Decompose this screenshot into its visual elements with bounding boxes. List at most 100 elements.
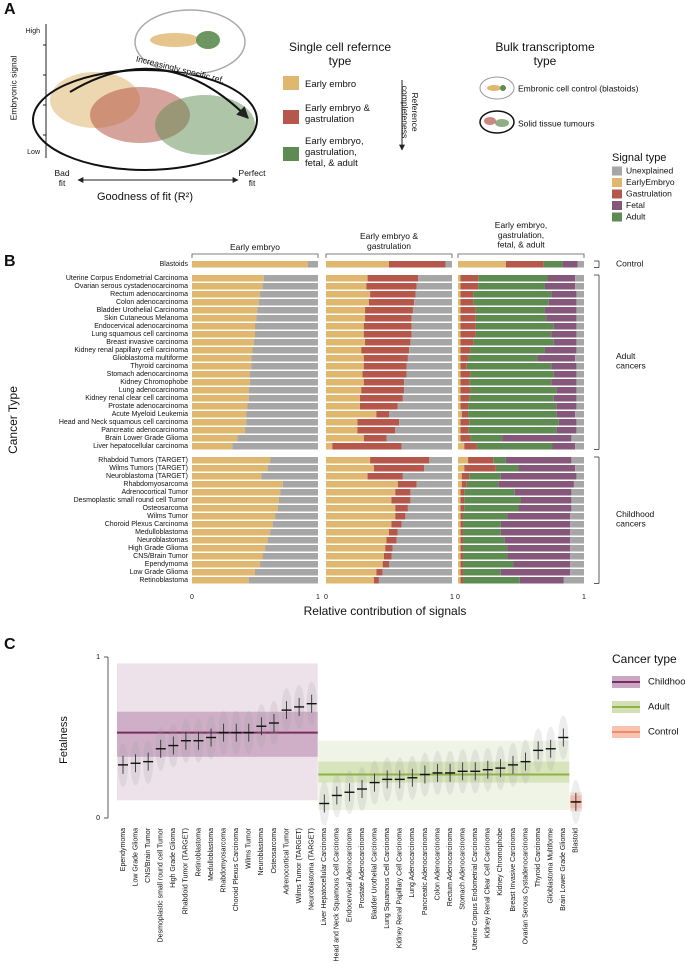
bar-segment [192, 363, 252, 370]
bar-segment [402, 395, 452, 402]
bar-segment [575, 355, 584, 362]
bar-segment [546, 315, 577, 322]
bar-segment [469, 395, 554, 402]
bar-segment [257, 307, 318, 314]
bar-segment [458, 577, 461, 584]
bar-segment [326, 323, 364, 330]
bar-segment [192, 545, 266, 552]
category-label: Ovarian serous cystadenocarcinoma [74, 283, 188, 290]
bar-segment [192, 497, 279, 504]
blastoid-ellipse [134, 9, 246, 75]
bar-segment [396, 537, 452, 544]
bar-segment [556, 387, 577, 394]
category-label: Rhabdomyosarcoma [123, 481, 188, 488]
category-label: Glioblastoma Multiforme [548, 828, 555, 904]
bar-segment [464, 465, 496, 472]
bar-segment [326, 435, 364, 442]
bar-segment [192, 505, 278, 512]
bar-segment [576, 473, 584, 480]
bar-segment [458, 561, 461, 568]
bar-segment [326, 379, 364, 386]
category-label: Breast Invasive Carcinoma [510, 828, 517, 912]
bar-segment [470, 387, 557, 394]
bar-segment [326, 363, 364, 370]
bar-segment [326, 291, 371, 298]
bar-segment [469, 379, 552, 386]
bar-segment [192, 569, 255, 576]
category-label: Skin Cutaneous Melanoma [104, 315, 188, 322]
bar-segment [571, 497, 584, 504]
bar-segment [410, 497, 452, 504]
bar-segment [576, 387, 584, 394]
bar-segment [267, 537, 318, 544]
bar-segment [461, 411, 469, 418]
panel-a: A Embryonic signal High Low Increasingly… [4, 1, 595, 203]
legend-label: Fetal [626, 200, 645, 210]
bar-segment [460, 283, 479, 290]
bar-segment [326, 419, 358, 426]
bar-segment [463, 569, 501, 576]
bar-segment [326, 315, 366, 322]
category-label: Neuroblastomas [137, 537, 188, 544]
bar-segment [192, 339, 254, 346]
bar-segment [382, 561, 389, 568]
legend-swatch [612, 178, 622, 187]
bar-segment [373, 465, 425, 472]
bar-segment [416, 283, 452, 290]
category-label: Neuroblastoma (TARGET) [106, 473, 188, 480]
bar-segment [326, 569, 377, 576]
category-label: Choroid Plexus Carcinoma [105, 521, 188, 528]
bar-segment [392, 545, 452, 552]
bar-segment [576, 363, 584, 370]
bar-segment [246, 419, 318, 426]
bar-segment [326, 411, 377, 418]
bulk-label: Embronic cell control (blastoids) [518, 83, 639, 93]
bar-segment [463, 513, 508, 520]
bar-segment [505, 457, 572, 464]
legend-label: Unexplained [626, 165, 674, 175]
panel-bracket [191, 253, 319, 258]
bar-segment [192, 379, 250, 386]
bar-segment [192, 283, 263, 290]
bar-segment [460, 323, 476, 330]
bar-segment [570, 521, 584, 528]
bar-segment [576, 299, 584, 306]
bar-segment [424, 465, 452, 472]
legend-swatch [612, 189, 622, 199]
bar-segment [458, 275, 461, 282]
bar-segment [575, 275, 584, 282]
bar-segment [553, 395, 577, 402]
bar-segment [382, 569, 452, 576]
bar-segment [463, 553, 508, 560]
bar-segment [551, 291, 577, 298]
y-tick-label: 0 [96, 815, 100, 822]
bar-segment [556, 403, 577, 410]
bar-segment [576, 291, 584, 298]
bar-segment [460, 537, 464, 544]
bar-segment [326, 473, 368, 480]
bar-segment [360, 403, 398, 410]
bar-segment [576, 371, 584, 378]
bar-segment [326, 347, 362, 354]
bar-segment [251, 355, 318, 362]
bar-segment [326, 577, 374, 584]
bar-segment [253, 339, 318, 346]
bar-segment [192, 489, 281, 496]
legend-swatch [612, 201, 622, 210]
bar-segment [376, 411, 389, 418]
y-axis-label: Cancer Type [6, 386, 20, 454]
bar-segment [458, 291, 461, 298]
legend-title: Signal type [612, 152, 666, 164]
bar-segment [460, 339, 474, 346]
bar-segment [237, 435, 318, 442]
category-label: Adrenocortical Tumor [283, 827, 290, 894]
bar-segment [192, 553, 263, 560]
bar-segment [192, 419, 247, 426]
bar-segment [192, 427, 245, 434]
category-label: Ovarian Serous Cystadenocarcinoma [522, 828, 529, 944]
bar-segment [468, 403, 557, 410]
bar-segment [332, 443, 402, 450]
category-label: Bladder Urothelial Carcinoma [97, 307, 189, 314]
bar-segment [192, 275, 264, 282]
category-label: Kidney Chromophobe [497, 828, 504, 896]
